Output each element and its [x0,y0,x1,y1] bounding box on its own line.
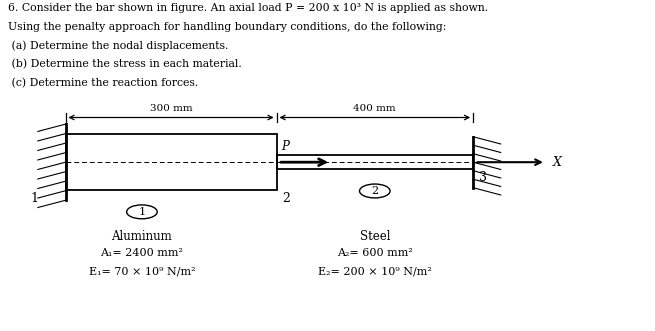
Text: Steel: Steel [360,230,390,243]
Text: Using the penalty approach for handling boundary conditions, do the following:: Using the penalty approach for handling … [8,22,446,32]
Text: 6. Consider the bar shown in figure. An axial load P = 200 x 10³ N is applied as: 6. Consider the bar shown in figure. An … [8,3,488,13]
Text: 1: 1 [31,192,39,205]
Text: 2: 2 [371,186,379,196]
Text: (a) Determine the nodal displacements.: (a) Determine the nodal displacements. [8,40,228,51]
Text: A₁= 2400 mm²: A₁= 2400 mm² [100,248,183,258]
Text: 3: 3 [479,171,487,184]
Text: E₁= 70 × 10⁹ N/m²: E₁= 70 × 10⁹ N/m² [88,266,195,276]
Text: (b) Determine the stress in each material.: (b) Determine the stress in each materia… [8,59,242,69]
Text: P: P [282,140,290,153]
Text: A₂= 600 mm²: A₂= 600 mm² [337,248,413,258]
Text: E₂= 200 × 10⁹ N/m²: E₂= 200 × 10⁹ N/m² [318,266,432,276]
Text: X: X [553,156,562,169]
Text: 2: 2 [282,192,290,205]
Text: (c) Determine the reaction forces.: (c) Determine the reaction forces. [8,77,198,88]
Text: Aluminum: Aluminum [111,230,172,243]
Text: 1: 1 [138,207,145,217]
Text: 400 mm: 400 mm [354,104,396,113]
Text: 300 mm: 300 mm [150,104,193,113]
